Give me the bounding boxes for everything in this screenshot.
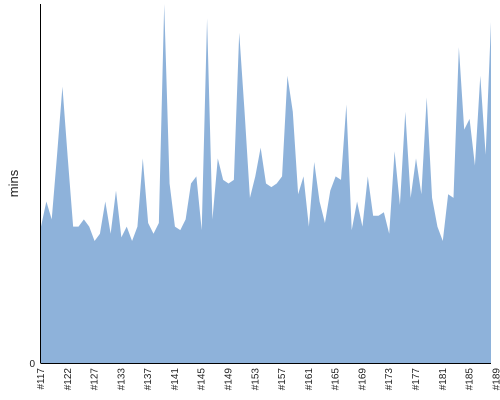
x-tick-label: #127 bbox=[90, 368, 101, 391]
x-tick-labels: #117 #122 #127 #133 #137 #141 #145 #149 #153 #157… bbox=[36, 368, 500, 391]
x-tick-label: #181 bbox=[438, 368, 449, 391]
x-tick-label: #117 bbox=[36, 368, 47, 390]
y-axis-label: mins bbox=[6, 169, 21, 197]
x-tick-label: #169 bbox=[357, 368, 368, 391]
x-tick-label: #177 bbox=[411, 368, 422, 391]
x-tick-label: #161 bbox=[304, 368, 315, 391]
y-tick-label: 0 bbox=[29, 359, 35, 370]
plot-area bbox=[41, 4, 491, 363]
x-tick-label: #149 bbox=[224, 368, 235, 391]
x-tick-label: #165 bbox=[331, 368, 342, 391]
x-tick-label: #157 bbox=[277, 368, 288, 391]
x-tick-label: #145 bbox=[197, 368, 208, 391]
x-tick-label: #122 bbox=[63, 368, 74, 391]
x-tick-label: #137 bbox=[143, 368, 154, 391]
x-tick-label: #153 bbox=[250, 368, 261, 391]
x-tick-label: #173 bbox=[384, 368, 395, 391]
x-tick-label: #185 bbox=[465, 368, 476, 391]
area-series bbox=[41, 4, 491, 363]
x-tick-label: #141 bbox=[170, 368, 181, 391]
x-tick-label: #133 bbox=[116, 368, 127, 391]
axes bbox=[40, 4, 491, 364]
x-tick-label: #189 bbox=[491, 368, 500, 391]
